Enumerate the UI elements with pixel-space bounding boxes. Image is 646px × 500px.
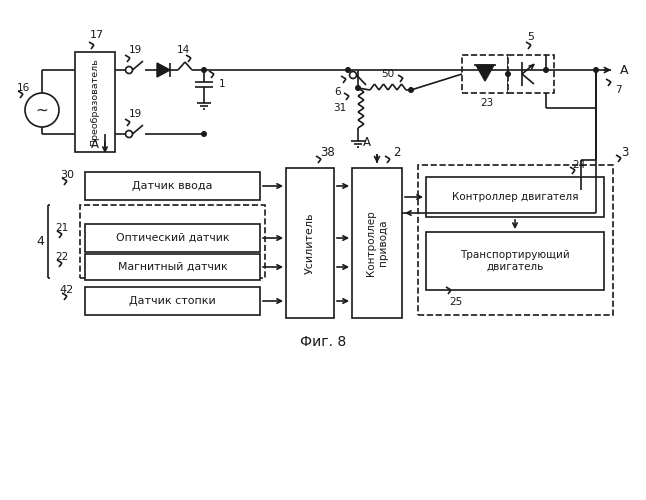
Bar (418, 165, 613, 315)
Text: Датчик ввода: Датчик ввода (132, 181, 213, 191)
Text: Контроллер двигателя: Контроллер двигателя (452, 192, 578, 202)
Text: 25: 25 (450, 297, 463, 307)
Text: Преобразователь: Преобразователь (90, 58, 99, 146)
Polygon shape (476, 65, 494, 81)
Text: 3: 3 (621, 146, 629, 160)
Text: Контроллер
привода: Контроллер привода (366, 210, 388, 276)
Bar (426, 177, 604, 217)
Text: 22: 22 (56, 252, 68, 262)
Circle shape (594, 68, 598, 72)
Circle shape (202, 68, 206, 72)
Bar (286, 168, 334, 318)
Text: Транспортирующий
двигатель: Транспортирующий двигатель (460, 250, 570, 272)
Bar (85, 254, 260, 280)
Circle shape (202, 132, 206, 136)
Text: 38: 38 (320, 146, 335, 160)
Text: 30: 30 (60, 170, 74, 180)
Text: 14: 14 (176, 45, 190, 55)
Text: 21: 21 (56, 223, 68, 233)
Circle shape (506, 72, 510, 76)
Bar (508, 55, 554, 93)
Text: Усилитель: Усилитель (305, 212, 315, 274)
Text: 23: 23 (481, 98, 494, 108)
Text: 5: 5 (528, 32, 534, 42)
Bar (85, 287, 260, 315)
Text: ~: ~ (36, 102, 48, 118)
Text: Магнитный датчик: Магнитный датчик (118, 262, 227, 272)
Text: A: A (91, 138, 99, 150)
Text: 42: 42 (60, 285, 74, 295)
Bar (462, 55, 508, 93)
Text: 31: 31 (333, 103, 347, 113)
Text: A: A (620, 64, 629, 76)
Text: A: A (363, 136, 371, 148)
Bar (85, 172, 260, 200)
Circle shape (346, 68, 350, 72)
Text: 19: 19 (129, 109, 141, 119)
Text: 1: 1 (219, 79, 225, 89)
Text: 16: 16 (16, 83, 30, 93)
Text: Оптический датчик: Оптический датчик (116, 233, 229, 243)
Bar (80, 205, 265, 278)
Text: 7: 7 (615, 85, 621, 95)
Circle shape (409, 88, 413, 92)
Bar (75, 52, 115, 152)
Text: Датчик стопки: Датчик стопки (129, 296, 216, 306)
Text: 6: 6 (335, 87, 341, 97)
Polygon shape (157, 63, 170, 77)
Circle shape (544, 68, 548, 72)
Circle shape (356, 86, 360, 90)
Text: 24: 24 (572, 160, 586, 170)
Text: 17: 17 (90, 30, 104, 40)
Bar (85, 224, 260, 252)
Bar (426, 232, 604, 290)
Bar (352, 168, 402, 318)
Text: 2: 2 (393, 146, 401, 160)
Text: Фиг. 8: Фиг. 8 (300, 335, 346, 349)
Text: 19: 19 (129, 45, 141, 55)
Text: 4: 4 (36, 235, 44, 248)
Text: 50: 50 (381, 69, 395, 79)
